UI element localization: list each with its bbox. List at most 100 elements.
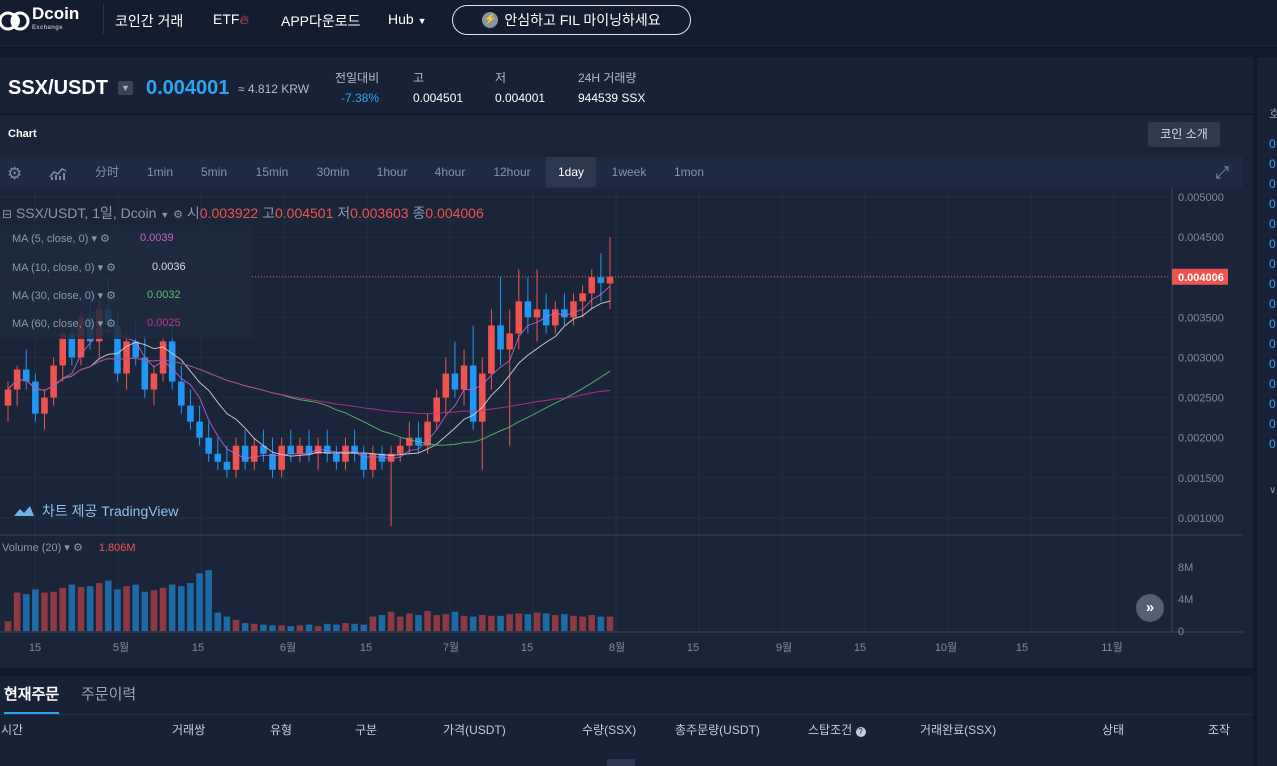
volume-bar: [369, 616, 377, 631]
tf-5min[interactable]: 5min: [200, 165, 227, 179]
volume-bar: [168, 584, 176, 631]
volume-bar: [588, 615, 596, 631]
orderbook-price-cell[interactable]: 0: [1269, 337, 1276, 351]
time-tick-label: 10월: [935, 641, 957, 654]
ma30-row[interactable]: MA (30, close, 0) ▾ ⚙ 0.0032: [12, 289, 181, 302]
tf-timeline[interactable]: 分时: [94, 165, 119, 179]
tf-1min[interactable]: 1min: [146, 165, 173, 179]
volume-value: 1.806M: [98, 542, 136, 554]
nav-hub[interactable]: Hub ▼: [388, 11, 427, 27]
volume-bar: [579, 616, 586, 631]
volume-tick-label: 4M: [1178, 594, 1193, 606]
brand-sub: Exchange: [32, 25, 63, 31]
orderbook-price-cell[interactable]: 0: [1269, 257, 1276, 271]
orderbook-price-cell[interactable]: 0: [1269, 137, 1276, 151]
tf-1day[interactable]: 1day: [546, 157, 596, 187]
settings-icon[interactable]: ⚙: [173, 209, 184, 221]
logo[interactable]: Dcoin Exchange: [0, 5, 79, 36]
orderbook-price-cell[interactable]: 0: [1269, 237, 1276, 251]
fullscreen-icon[interactable]: ⤢: [1215, 163, 1229, 182]
price-tick-label: 0.001500: [1178, 473, 1224, 485]
orderbook-price-cell[interactable]: 0: [1269, 417, 1276, 431]
orderbook-price-cell[interactable]: 0: [1269, 277, 1276, 291]
candle-body: [433, 397, 440, 422]
nav-app-download[interactable]: APP다운로드: [281, 13, 361, 29]
tradingview-brand[interactable]: 차트 제공 TradingView: [12, 501, 178, 521]
volume-bar: [424, 611, 431, 631]
orders-panel: 현재주문 주문이력 시간 거래쌍 유형 구분 가격(USDT) 수량(SSX) …: [0, 676, 1253, 766]
col-status: 상태: [1102, 723, 1125, 737]
tf-1week[interactable]: 1week: [611, 165, 647, 179]
orderbook-price-cell[interactable]: 0: [1269, 317, 1276, 331]
volume-bar: [406, 613, 413, 631]
volume-bar: [360, 624, 368, 631]
candle-body: [479, 373, 486, 422]
collapse-icon[interactable]: ⊟: [2, 207, 13, 221]
tf-30min[interactable]: 30min: [316, 165, 350, 179]
volume-bar: [451, 611, 459, 631]
orderbook-price-cell[interactable]: 0: [1269, 377, 1276, 391]
tab-open-orders[interactable]: 현재주문: [4, 683, 60, 714]
volume-bar: [68, 584, 76, 631]
fire-icon: 🔥︎: [239, 12, 249, 27]
candle-body: [406, 437, 413, 446]
volume-bar: [13, 592, 21, 631]
tf-4hour[interactable]: 4hour: [434, 165, 466, 179]
col-pair: 거래쌍: [172, 723, 206, 737]
candle-body: [205, 437, 212, 454]
orderbook-price-cell[interactable]: 0: [1269, 197, 1276, 211]
volume-bar: [187, 583, 194, 631]
volume-bar: [86, 586, 94, 631]
tf-15min[interactable]: 15min: [255, 165, 289, 179]
volume-settings-icon[interactable]: ⚙: [72, 542, 83, 554]
volume-bar: [305, 624, 313, 631]
candle-body: [196, 421, 203, 438]
gear-icon[interactable]: ⚙: [7, 164, 23, 183]
ma60-row[interactable]: MA (60, close, 0) ▾ ⚙ 0.0025: [12, 317, 181, 330]
symbol-dropdown-icon[interactable]: ▼: [160, 210, 170, 220]
nav-coin-trade[interactable]: 코인간 거래: [115, 13, 184, 29]
pair-dropdown-icon[interactable]: ▼: [118, 81, 133, 95]
orderbook-price-cell[interactable]: 0: [1269, 397, 1276, 411]
col-price: 가격(USDT): [443, 723, 506, 737]
tf-1mon[interactable]: 1mon: [673, 165, 705, 179]
orderbook-price-cell[interactable]: 0: [1269, 437, 1276, 451]
open-value: 0.003922: [199, 205, 259, 221]
expand-icon[interactable]: ∨: [1269, 485, 1277, 496]
candle-body: [323, 445, 331, 454]
volume-bar: [232, 619, 240, 631]
tab-order-history[interactable]: 주문이력: [81, 686, 137, 703]
help-icon[interactable]: ?: [855, 727, 866, 737]
volume-bar: [323, 623, 331, 631]
promo-button[interactable]: ⚡ 안심하고 FIL 마이닝하세요: [452, 5, 691, 35]
time-tick-label: 15: [360, 642, 372, 654]
last-price: 0.004001: [146, 77, 230, 99]
candle-body: [269, 453, 276, 470]
nav-etf[interactable]: ETF🔥︎: [213, 11, 249, 28]
volume-bar: [196, 573, 203, 631]
ma5-row[interactable]: MA (5, close, 0) ▾ ⚙ 0.0039: [12, 232, 174, 245]
tf-1hour[interactable]: 1hour: [376, 165, 408, 179]
volume-bar: [159, 587, 167, 631]
orderbook-price-cell[interactable]: 0: [1269, 297, 1276, 311]
promo-label: 안심하고 FIL 마이닝하세요: [504, 12, 661, 28]
orderbook-price-cell[interactable]: 0: [1269, 217, 1276, 231]
volume-tick-label: 0: [1178, 626, 1184, 638]
scroll-to-latest-button[interactable]: »: [1136, 594, 1164, 622]
candle-body: [342, 445, 349, 462]
coin-intro-button[interactable]: 코인 소개: [1148, 122, 1220, 147]
change-value: -7.38%: [341, 91, 380, 105]
volume-bar: [460, 615, 468, 631]
orders-table-header: 시간 거래쌍 유형 구분 가격(USDT) 수량(SSX) 총주문량(USDT)…: [0, 714, 1253, 744]
orderbook-price-cell[interactable]: 0: [1269, 357, 1276, 371]
tf-12hour[interactable]: 12hour: [493, 165, 531, 179]
price-tick-label: 0.003500: [1178, 312, 1224, 324]
volume-bar: [41, 592, 48, 631]
tradingview-icon: [14, 506, 34, 516]
indicators-icon[interactable]: [49, 166, 67, 183]
orderbook-price-cell[interactable]: 0: [1269, 177, 1276, 191]
open-label: 시: [186, 205, 200, 221]
volume-bar: [205, 570, 212, 631]
ma10-row[interactable]: MA (10, close, 0) ▾ ⚙ 0.0036: [12, 261, 186, 274]
orderbook-price-cell[interactable]: 0: [1269, 157, 1276, 171]
